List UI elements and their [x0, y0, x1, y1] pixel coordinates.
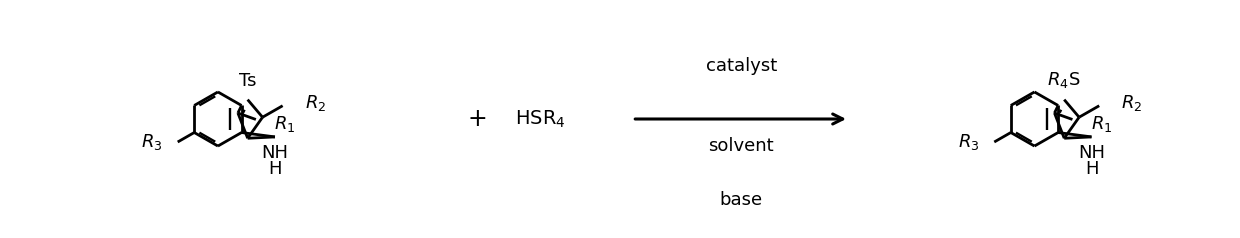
- Text: NH: NH: [1078, 144, 1105, 162]
- Text: NH: NH: [262, 144, 289, 162]
- Text: base: base: [719, 191, 763, 209]
- Text: $R_1$: $R_1$: [1091, 114, 1112, 134]
- Text: $R_1$: $R_1$: [274, 114, 296, 134]
- Text: catalyst: catalyst: [706, 57, 777, 75]
- Text: $R_2$: $R_2$: [1121, 93, 1143, 113]
- Text: $R_2$: $R_2$: [305, 93, 326, 113]
- Text: +: +: [467, 107, 487, 131]
- Text: H: H: [1085, 160, 1099, 178]
- Text: solvent: solvent: [708, 137, 774, 155]
- Text: $R_4$S: $R_4$S: [1048, 70, 1081, 90]
- Text: $R_3$: $R_3$: [141, 132, 162, 152]
- Text: HSR$_4$: HSR$_4$: [515, 108, 565, 130]
- Text: Ts: Ts: [239, 72, 257, 90]
- Text: $R_3$: $R_3$: [959, 132, 980, 152]
- Text: H: H: [268, 160, 281, 178]
